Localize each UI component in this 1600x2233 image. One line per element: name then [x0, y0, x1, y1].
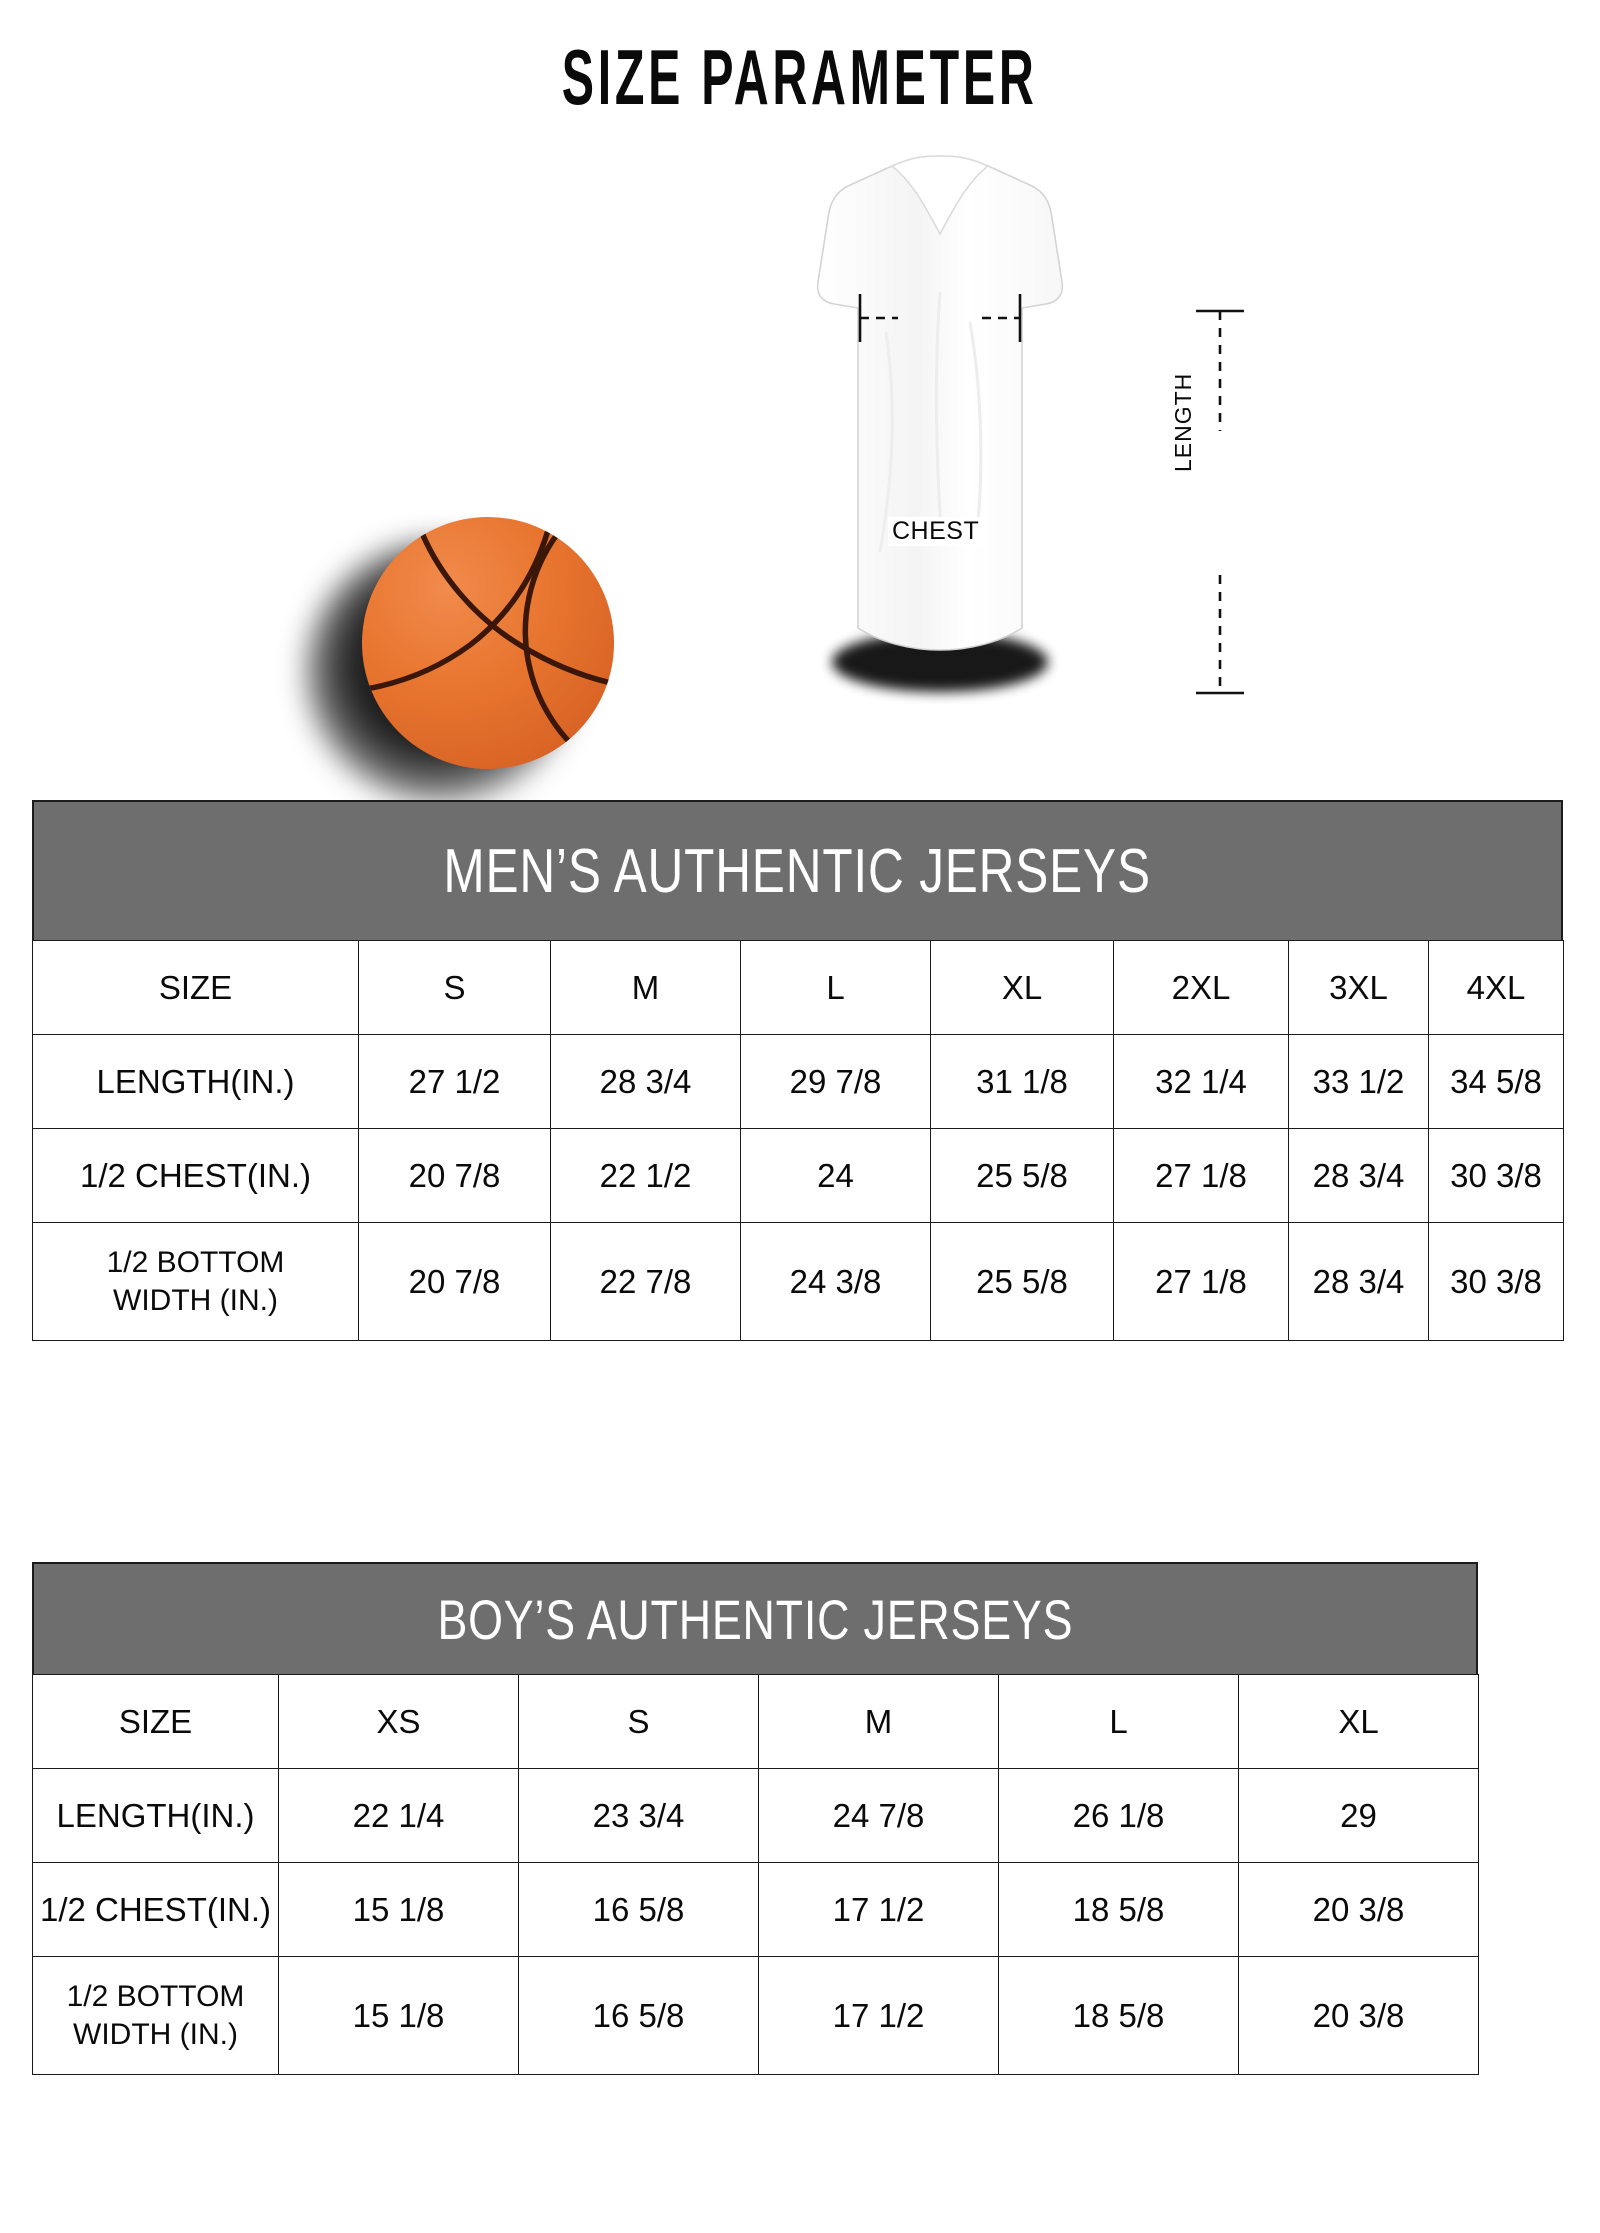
- length-dimension-label: LENGTH: [1168, 367, 1199, 477]
- column-header-xs: XS: [278, 1674, 519, 1769]
- basketball-seams-icon: [363, 520, 614, 762]
- table-row: 1/2 BOTTOM WIDTH (IN.) 20 7/8 22 7/8 24 …: [32, 1222, 1564, 1341]
- column-header-l: L: [740, 940, 931, 1035]
- jersey-icon: [770, 142, 1110, 722]
- boys-size-table: SIZE XS S M L XL LENGTH(IN.) 22 1/4 23 3…: [32, 1674, 1479, 2075]
- row-label-length: LENGTH(IN.): [32, 1034, 359, 1129]
- cell-chest-s: 20 7/8: [358, 1128, 551, 1223]
- column-header-xl: XL: [930, 940, 1114, 1035]
- cell-length-2xl: 32 1/4: [1113, 1034, 1289, 1129]
- cell-chest-4xl: 30 3/8: [1428, 1128, 1564, 1223]
- mens-table-banner: MEN’S AUTHENTIC JERSEYS: [32, 800, 1563, 940]
- basketball-sphere: [362, 517, 614, 769]
- row-label-line-2: WIDTH (IN.): [73, 2017, 238, 2051]
- page-title-bar: SIZE PARAMETER: [0, 0, 1600, 118]
- boys-table-banner-text: BOY’S AUTHENTIC JERSEYS: [437, 1588, 1073, 1651]
- chest-dimension-label: CHEST: [888, 517, 984, 546]
- boys-size-table-block: BOY’S AUTHENTIC JERSEYS SIZE XS S M L XL…: [32, 1562, 1479, 2075]
- jersey-vneck: [890, 155, 990, 236]
- row-label-half-chest: 1/2 CHEST(IN.): [32, 1128, 359, 1223]
- cell-bottom-l: 18 5/8: [998, 1956, 1239, 2075]
- row-label-line-1: 1/2 BOTTOM: [66, 1979, 245, 2013]
- cell-bottom-3xl: 28 3/4: [1288, 1222, 1429, 1341]
- mens-size-table-block: MEN’S AUTHENTIC JERSEYS SIZE S M L XL 2X…: [32, 800, 1564, 1341]
- row-label-line-2: WIDTH (IN.): [113, 1283, 278, 1317]
- cell-length-l: 29 7/8: [740, 1034, 931, 1129]
- cell-bottom-m: 17 1/2: [758, 1956, 999, 2075]
- column-header-s: S: [518, 1674, 759, 1769]
- column-header-s: S: [358, 940, 551, 1035]
- column-header-m: M: [550, 940, 741, 1035]
- cell-chest-xs: 15 1/8: [278, 1862, 519, 1957]
- cell-chest-xl: 20 3/8: [1238, 1862, 1479, 1957]
- column-header-size: SIZE: [32, 940, 359, 1035]
- cell-bottom-l: 24 3/8: [740, 1222, 931, 1341]
- cell-length-s: 27 1/2: [358, 1034, 551, 1129]
- page-title: SIZE PARAMETER: [562, 33, 1038, 121]
- cell-chest-s: 16 5/8: [518, 1862, 759, 1957]
- row-label-half-bottom-width: 1/2 BOTTOM WIDTH (IN.): [32, 1956, 279, 2075]
- table-row: LENGTH(IN.) 27 1/2 28 3/4 29 7/8 31 1/8 …: [32, 1034, 1564, 1129]
- cell-chest-xl: 25 5/8: [930, 1128, 1114, 1223]
- table-row-header: SIZE S M L XL 2XL 3XL 4XL: [32, 940, 1564, 1035]
- cell-length-xl: 31 1/8: [930, 1034, 1114, 1129]
- table-row: LENGTH(IN.) 22 1/4 23 3/4 24 7/8 26 1/8 …: [32, 1768, 1479, 1863]
- cell-length-4xl: 34 5/8: [1428, 1034, 1564, 1129]
- row-label-half-chest: 1/2 CHEST(IN.): [32, 1862, 279, 1957]
- mens-size-table: SIZE S M L XL 2XL 3XL 4XL LENGTH(IN.) 27…: [32, 940, 1564, 1341]
- row-label-length: LENGTH(IN.): [32, 1768, 279, 1863]
- jersey-drop-shadow: [832, 632, 1048, 692]
- cell-length-m: 24 7/8: [758, 1768, 999, 1863]
- illustration-band: CHEST LENGTH: [0, 132, 1600, 803]
- cell-chest-l: 24: [740, 1128, 931, 1223]
- cell-bottom-4xl: 30 3/8: [1428, 1222, 1564, 1341]
- cell-bottom-s: 20 7/8: [358, 1222, 551, 1341]
- column-header-m: M: [758, 1674, 999, 1769]
- cell-length-s: 23 3/4: [518, 1768, 759, 1863]
- mens-table-banner-text: MEN’S AUTHENTIC JERSEYS: [443, 837, 1152, 906]
- row-label-line-1: 1/2 BOTTOM: [106, 1245, 285, 1279]
- cell-chest-2xl: 27 1/8: [1113, 1128, 1289, 1223]
- column-header-size: SIZE: [32, 1674, 279, 1769]
- column-header-l: L: [998, 1674, 1239, 1769]
- cell-chest-l: 18 5/8: [998, 1862, 1239, 1957]
- cell-length-l: 26 1/8: [998, 1768, 1239, 1863]
- table-row: 1/2 BOTTOM WIDTH (IN.) 15 1/8 16 5/8 17 …: [32, 1956, 1479, 2075]
- column-header-xl: XL: [1238, 1674, 1479, 1769]
- cell-length-m: 28 3/4: [550, 1034, 741, 1129]
- cell-chest-m: 22 1/2: [550, 1128, 741, 1223]
- cell-chest-m: 17 1/2: [758, 1862, 999, 1957]
- row-label-half-bottom-width: 1/2 BOTTOM WIDTH (IN.): [32, 1222, 359, 1341]
- cell-bottom-2xl: 27 1/8: [1113, 1222, 1289, 1341]
- table-row-header: SIZE XS S M L XL: [32, 1674, 1479, 1769]
- cell-chest-3xl: 28 3/4: [1288, 1128, 1429, 1223]
- cell-length-xs: 22 1/4: [278, 1768, 519, 1863]
- basketball-icon: [300, 507, 630, 817]
- cell-bottom-xl: 25 5/8: [930, 1222, 1114, 1341]
- column-header-3xl: 3XL: [1288, 940, 1429, 1035]
- table-row: 1/2 CHEST(IN.) 15 1/8 16 5/8 17 1/2 18 5…: [32, 1862, 1479, 1957]
- boys-table-banner: BOY’S AUTHENTIC JERSEYS: [32, 1562, 1478, 1674]
- cell-length-xl: 29: [1238, 1768, 1479, 1863]
- table-row: 1/2 CHEST(IN.) 20 7/8 22 1/2 24 25 5/8 2…: [32, 1128, 1564, 1223]
- cell-bottom-m: 22 7/8: [550, 1222, 741, 1341]
- cell-length-3xl: 33 1/2: [1288, 1034, 1429, 1129]
- column-header-2xl: 2XL: [1113, 940, 1289, 1035]
- length-measure-line: [1196, 309, 1244, 695]
- column-header-4xl: 4XL: [1428, 940, 1564, 1035]
- cell-bottom-xs: 15 1/8: [278, 1956, 519, 2075]
- cell-bottom-xl: 20 3/8: [1238, 1956, 1479, 2075]
- chest-measure-line: [858, 294, 1022, 342]
- cell-bottom-s: 16 5/8: [518, 1956, 759, 2075]
